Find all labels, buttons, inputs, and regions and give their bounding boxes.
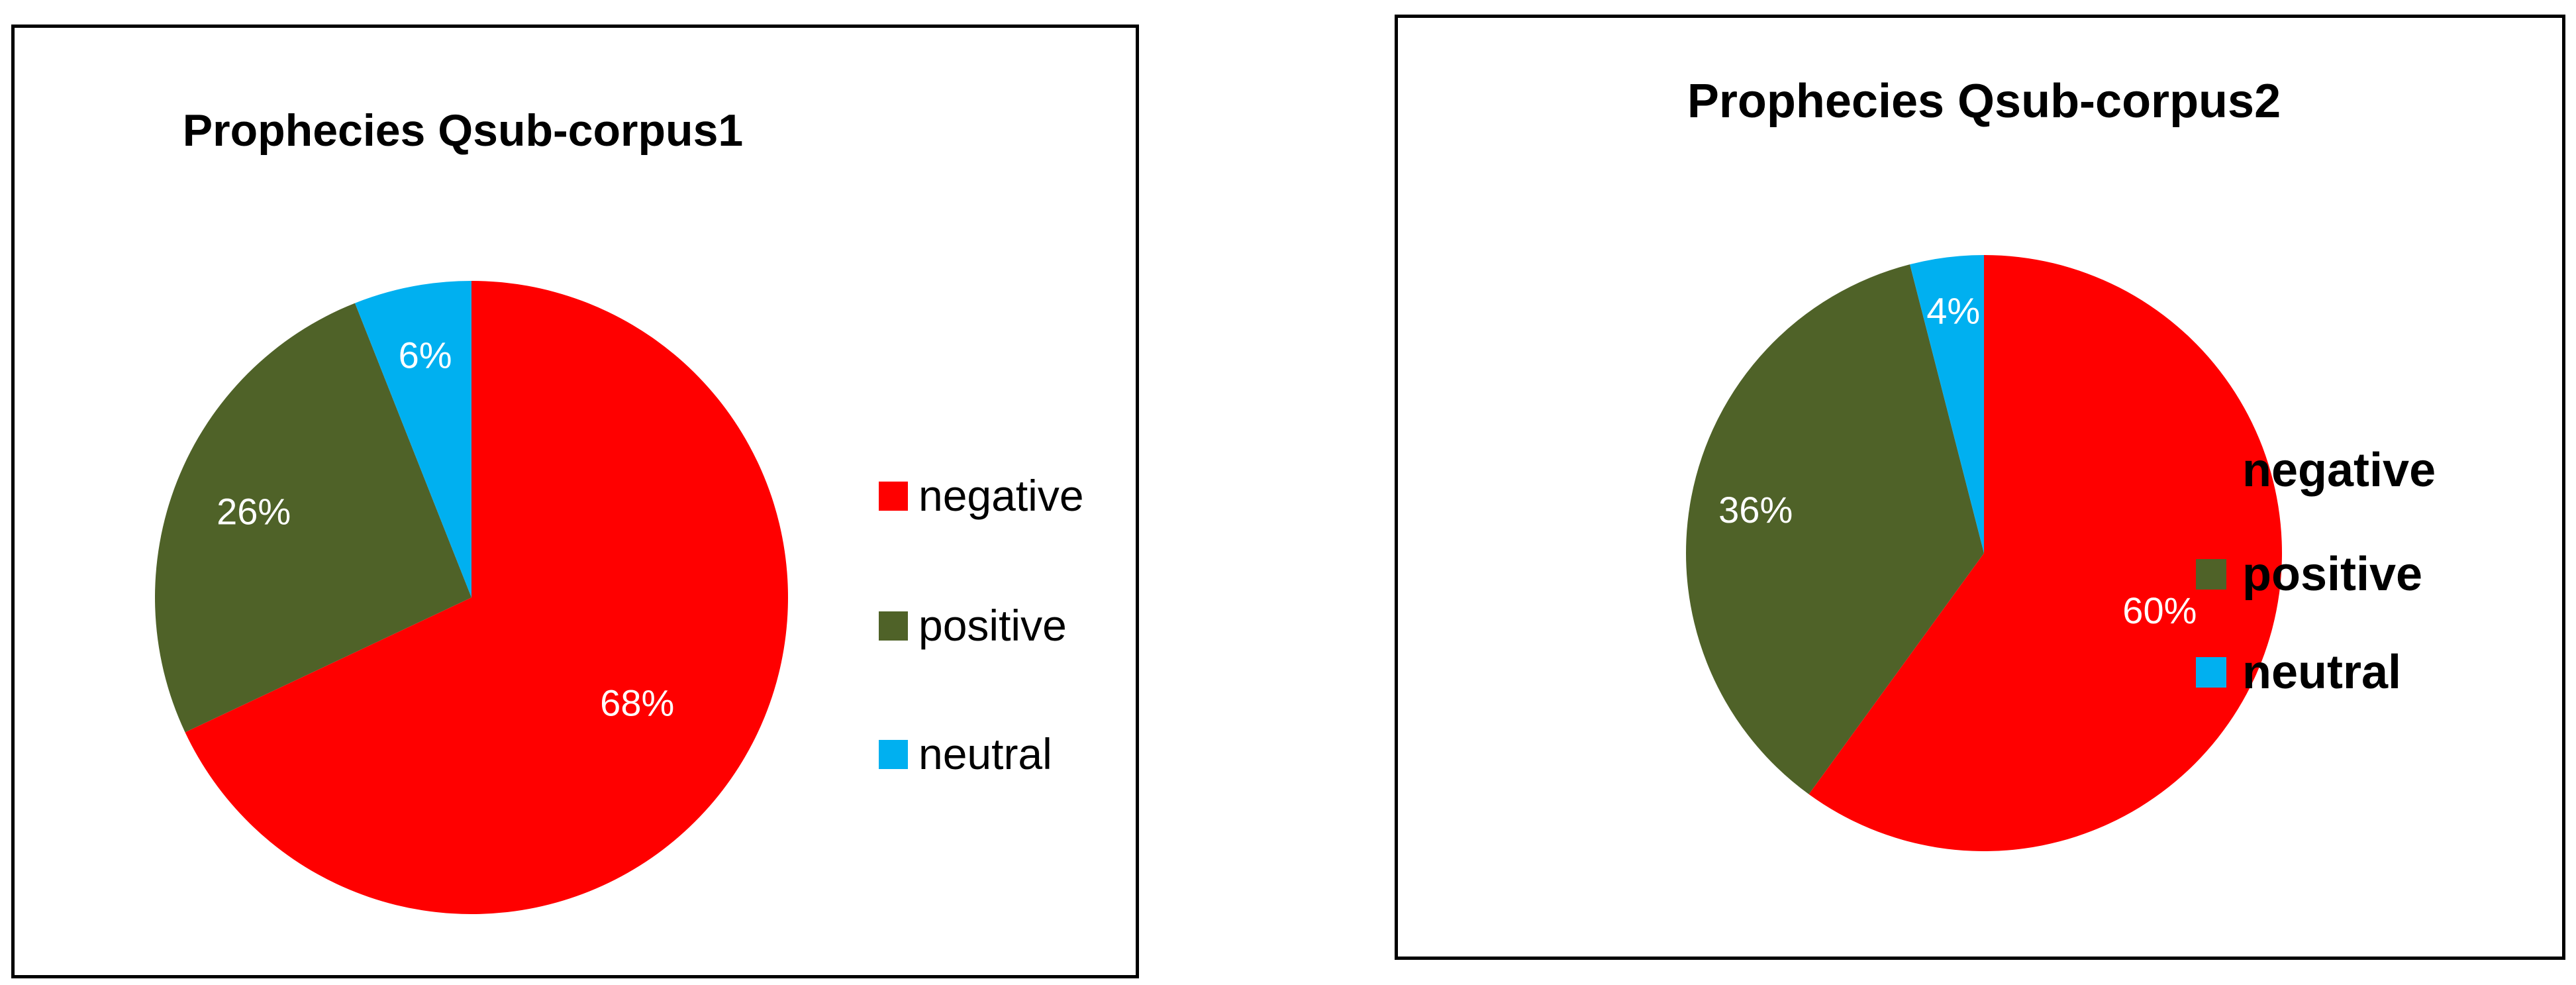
legend-swatch-neutral <box>879 740 908 769</box>
data-label-negative: 60% <box>2122 590 2197 631</box>
pie-slice-neutral <box>355 281 471 597</box>
chart-panel-2: Prophecies Qsub-corpus2 60% 36% 4% negative p… <box>1395 15 2565 960</box>
pie-slice-negative <box>1808 255 2282 852</box>
legend-label-negative: negative <box>2242 444 2436 497</box>
pie-chart-1: Prophecies Qsub-corpus1 68% 26% 6% negative p… <box>154 105 1084 914</box>
legend-label-positive: positive <box>2242 548 2422 601</box>
legend-swatch-positive <box>2196 559 2226 590</box>
data-label-positive: 36% <box>1718 489 1793 531</box>
legend-label-neutral: neutral <box>918 729 1052 778</box>
legend-label-negative: negative <box>918 471 1084 520</box>
data-label-positive: 26% <box>217 490 291 532</box>
chart-title: Prophecies Qsub-corpus2 <box>1687 75 2281 128</box>
chart-title: Prophecies Qsub-corpus1 <box>183 105 743 156</box>
pie-slice-negative <box>185 281 788 914</box>
pie-slice-positive <box>1686 264 1984 795</box>
legend-label-positive: positive <box>918 601 1067 650</box>
data-label-negative: 68% <box>600 682 674 723</box>
pie-chart-2: Prophecies Qsub-corpus2 60% 36% 4% negative p… <box>1686 75 2436 852</box>
pie-slice-neutral <box>1910 255 1984 553</box>
data-label-neutral: 4% <box>1926 290 1980 332</box>
pie-slice-positive <box>154 303 471 733</box>
legend-swatch-negative <box>2196 455 2226 486</box>
legend-swatch-neutral <box>2196 657 2226 688</box>
legend-swatch-negative <box>879 482 908 511</box>
legend-label-neutral: neutral <box>2242 646 2401 699</box>
chart-panel-1: Prophecies Qsub-corpus1 68% 26% 6% negative p… <box>11 25 1139 978</box>
data-label-neutral: 6% <box>399 334 452 376</box>
legend-swatch-positive <box>879 611 908 641</box>
